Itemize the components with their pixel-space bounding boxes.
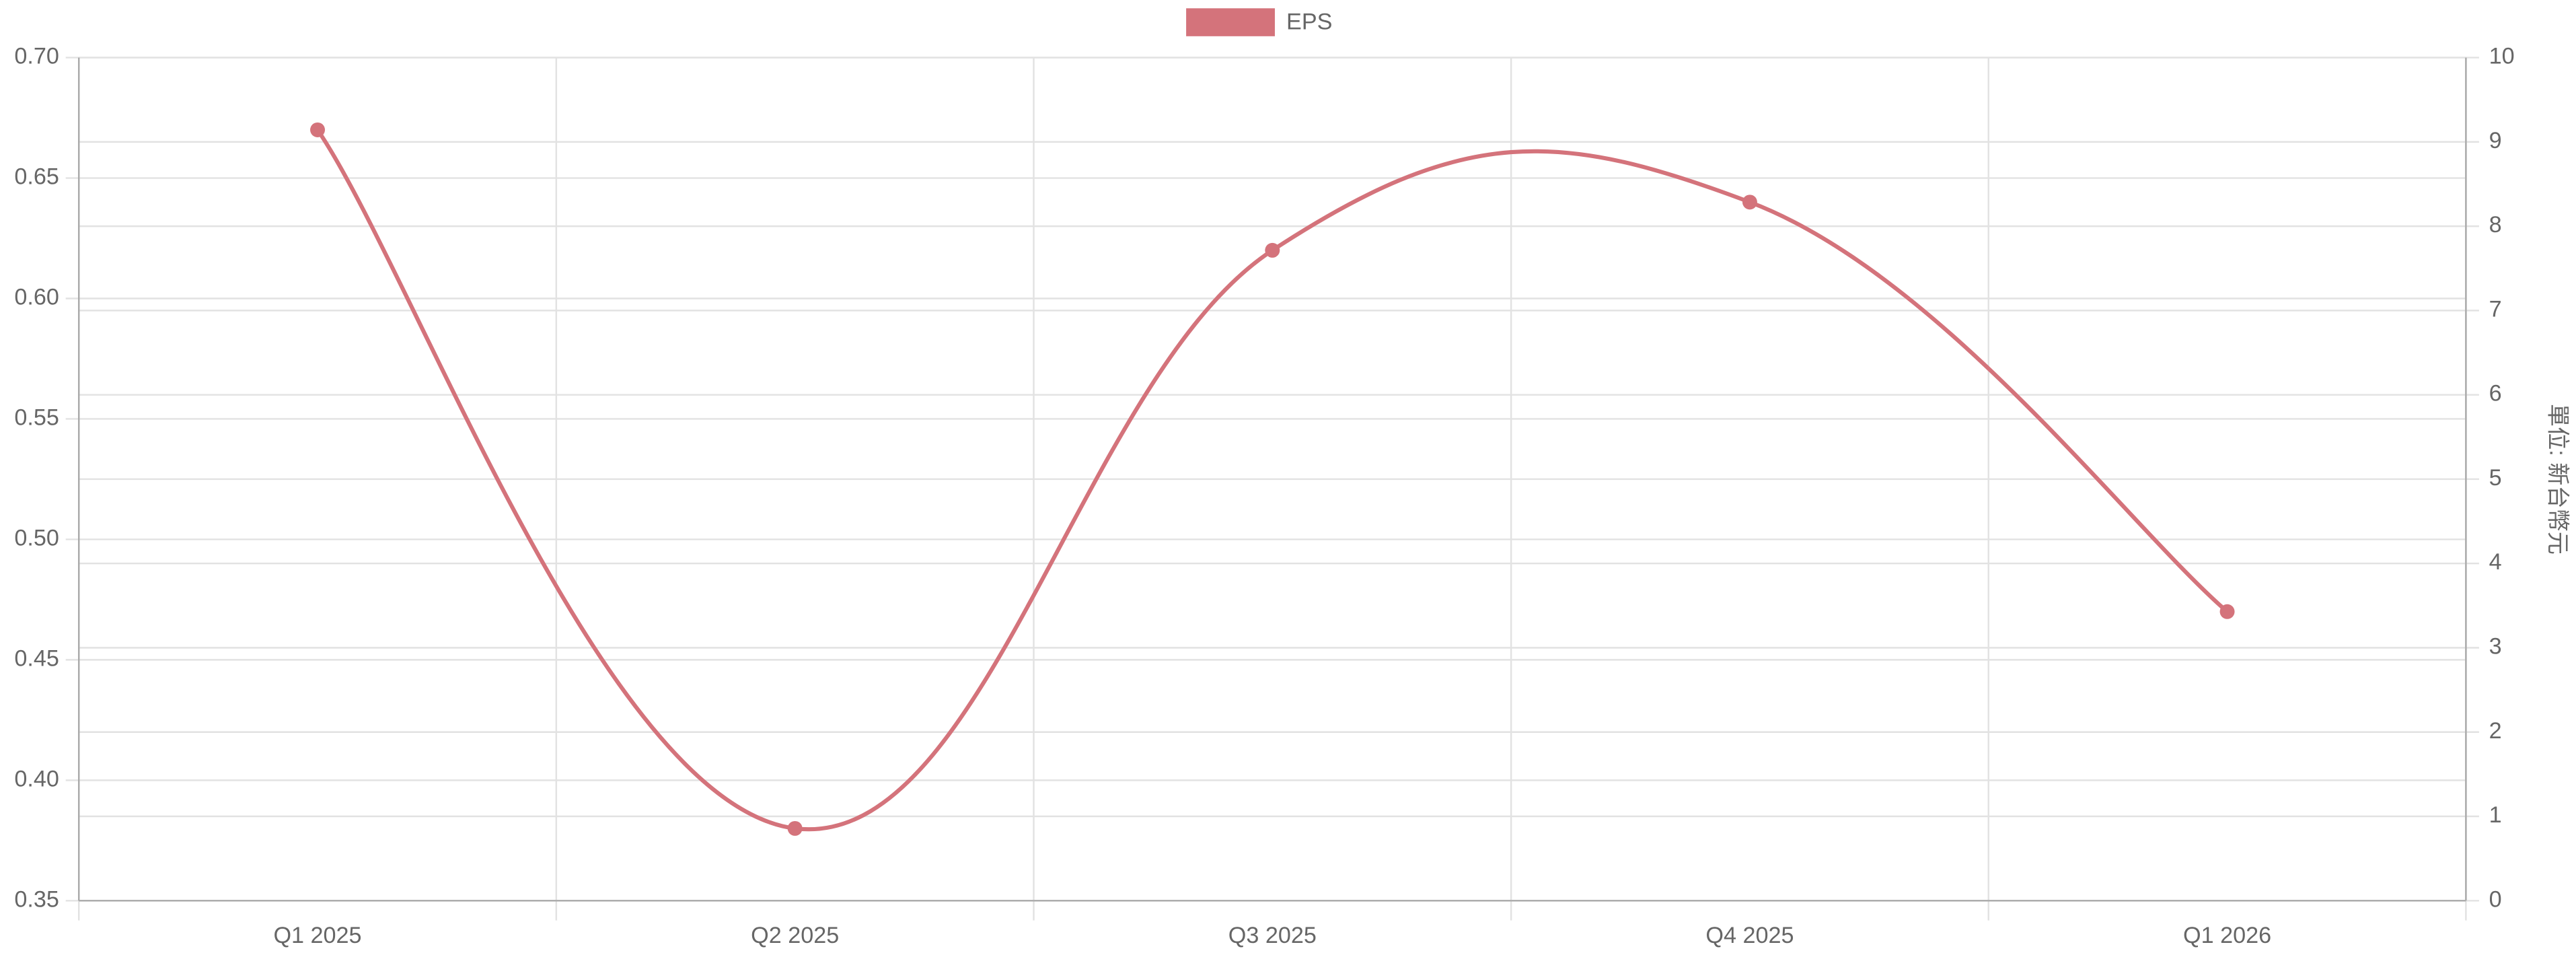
y2-tick-label: 10 bbox=[2489, 44, 2515, 69]
y-tick-label: 0.55 bbox=[14, 404, 59, 430]
x-tick-label: Q1 2025 bbox=[273, 923, 361, 948]
y-tick-label: 0.40 bbox=[14, 766, 59, 791]
y2-tick-label: 2 bbox=[2489, 718, 2502, 744]
y2-tick-label: 3 bbox=[2489, 634, 2502, 660]
x-tick-label: Q4 2025 bbox=[1705, 923, 1794, 948]
y-tick-label: 0.50 bbox=[14, 525, 59, 551]
y2-tick-label: 7 bbox=[2489, 296, 2502, 322]
data-point bbox=[1742, 194, 1757, 210]
y-tick-label: 0.60 bbox=[14, 285, 59, 310]
y2-tick-label: 1 bbox=[2489, 802, 2502, 828]
y2-tick-label: 8 bbox=[2489, 212, 2502, 238]
y2-tick-label: 9 bbox=[2489, 128, 2502, 153]
x-tick-label: Q3 2025 bbox=[1228, 923, 1317, 948]
series-line bbox=[316, 129, 2229, 832]
data-point bbox=[310, 122, 326, 137]
y-tick-label: 0.45 bbox=[14, 645, 59, 671]
y-tick-label: 0.70 bbox=[14, 44, 59, 69]
data-point bbox=[787, 820, 803, 836]
y-tick-label: 0.35 bbox=[14, 886, 59, 912]
legend-swatch bbox=[1186, 8, 1275, 36]
x-tick-label: Q2 2025 bbox=[751, 923, 839, 948]
y-tick-label: 0.65 bbox=[14, 164, 59, 190]
x-tick-label: Q1 2026 bbox=[2183, 923, 2271, 948]
y2-tick-label: 6 bbox=[2489, 381, 2502, 406]
y2-tick-label: 4 bbox=[2489, 549, 2502, 575]
y2-axis-label: 單位: 新台幣元 bbox=[2545, 404, 2571, 555]
y2-tick-label: 0 bbox=[2489, 886, 2502, 912]
legend-label: EPS bbox=[1286, 9, 1332, 34]
data-point bbox=[1265, 242, 1280, 258]
data-point bbox=[2219, 604, 2235, 619]
y2-tick-label: 5 bbox=[2489, 465, 2502, 491]
